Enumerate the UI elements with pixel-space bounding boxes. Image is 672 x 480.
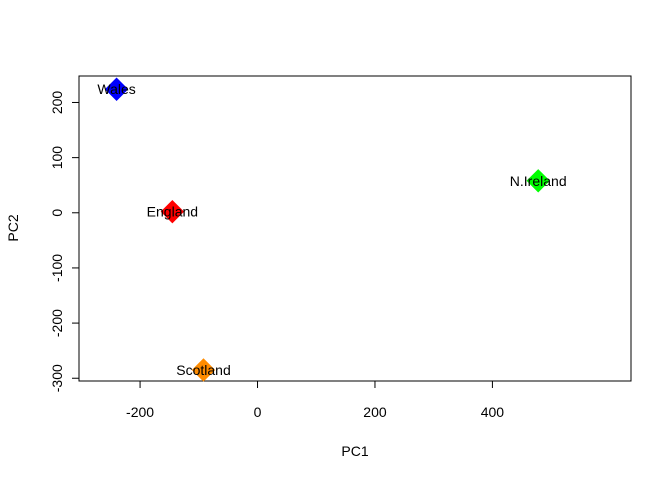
point-scotland [191, 358, 216, 382]
point-label: N.Ireland [510, 173, 567, 189]
y-tick-label: -300 [49, 364, 65, 392]
y-tick-label: 200 [49, 91, 65, 115]
x-axis-title: PC1 [341, 443, 368, 459]
x-tick-label: 400 [481, 404, 505, 420]
y-tick-label: -100 [49, 254, 65, 282]
point-label: Scotland [176, 362, 230, 378]
x-tick-label: -200 [126, 404, 154, 420]
x-axis: -200 0 200 400 [126, 380, 505, 420]
point-england [160, 199, 185, 224]
y-tick-label: 100 [49, 146, 65, 170]
y-tick-label: -200 [49, 309, 65, 337]
y-axis: -300 -200 -100 0 100 200 [49, 91, 80, 392]
plot-frame [78, 75, 632, 382]
y-tick-label: 0 [49, 209, 65, 217]
data-points: England Wales Scotland N.Ireland [97, 77, 567, 382]
point-label: England [147, 204, 198, 220]
point-n-ireland [526, 169, 550, 193]
x-tick-label: 0 [254, 404, 262, 420]
point-label: Wales [97, 81, 135, 97]
x-tick-label: 200 [363, 404, 387, 420]
y-axis-title: PC2 [5, 214, 21, 241]
point-wales [104, 77, 129, 101]
